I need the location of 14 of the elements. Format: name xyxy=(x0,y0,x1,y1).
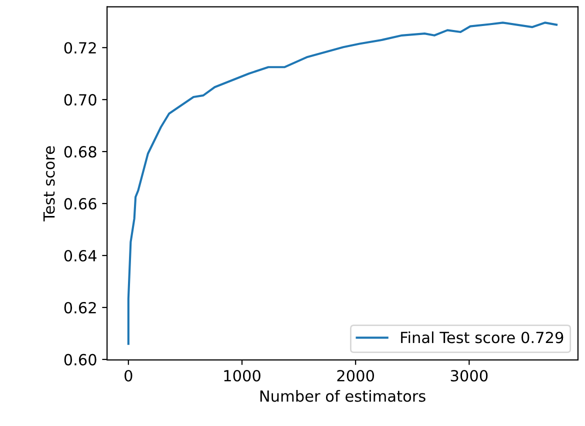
x-tick-label: 0 xyxy=(124,370,132,382)
y-tick-label: 0.64 xyxy=(64,250,96,262)
x-tick-label: 2000 xyxy=(337,370,374,382)
y-tick-label: 0.68 xyxy=(64,146,96,158)
legend-label: Final Test score 0.729 xyxy=(401,331,564,344)
y-tick-label: 0.60 xyxy=(64,354,96,366)
y-tick-label: 0.62 xyxy=(64,302,96,314)
y-tick-label: 0.70 xyxy=(64,94,96,106)
y-axis-title: Test score xyxy=(43,146,55,222)
y-tick-label: 0.66 xyxy=(64,198,96,210)
x-tick-label: 1000 xyxy=(224,370,260,382)
x-axis-title: Number of estimators xyxy=(260,390,426,402)
x-tick-label: 3000 xyxy=(450,370,488,382)
y-tick-label: 0.72 xyxy=(64,42,96,54)
